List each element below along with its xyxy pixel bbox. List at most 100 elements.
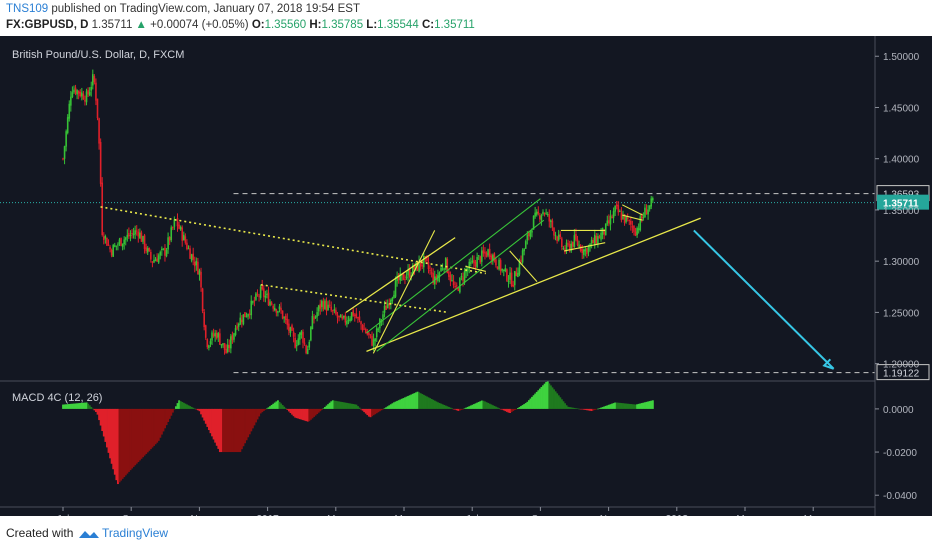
candle-body [88, 91, 91, 96]
publish-line: TNS109 published on TradingView.com, Jan… [6, 3, 360, 15]
macd-bar [581, 408, 584, 410]
macd-bar [295, 408, 298, 419]
candle-body [247, 313, 249, 317]
macd-bar [441, 404, 444, 409]
macd-bar [647, 401, 650, 409]
macd-bar [548, 383, 551, 409]
macd-bar [487, 402, 490, 409]
macd-bar [90, 407, 93, 409]
candle-body [418, 261, 420, 272]
macd-bar [495, 406, 497, 409]
candle-body [479, 256, 482, 263]
macd-bar [149, 408, 152, 450]
candle-body [117, 244, 119, 246]
macd-bar [501, 408, 504, 410]
macd-bar [223, 408, 226, 453]
macd-bar [382, 408, 384, 410]
macd-bar [344, 402, 347, 409]
candle-body [561, 238, 563, 248]
candle-body [62, 158, 64, 160]
macd-bar [63, 404, 66, 409]
pattern-segment [509, 250, 538, 283]
tradingview-link[interactable]: TradingView [102, 526, 169, 540]
macd-bar [96, 408, 99, 415]
macd-bar [193, 408, 196, 410]
macd-bar [618, 402, 621, 409]
macd-bar [104, 408, 107, 442]
macd-bar [276, 400, 279, 409]
macd-bar [468, 406, 471, 409]
macd-bar [280, 403, 283, 409]
candle-body [87, 90, 89, 95]
macd-bar [102, 408, 105, 437]
candle-body [473, 260, 475, 264]
macd-bar [164, 408, 166, 429]
candle-body [454, 286, 456, 288]
macd-bar [73, 403, 75, 409]
macd-bar [454, 408, 457, 410]
candle-body [355, 313, 358, 318]
macd-bar [603, 406, 606, 409]
candle-body [513, 270, 516, 286]
macd-bar [281, 405, 284, 409]
macd-bar [346, 402, 348, 409]
candle-body [245, 316, 248, 318]
macd-bar [303, 408, 306, 421]
candle-body [68, 103, 71, 119]
candle-body [598, 236, 601, 239]
macd-bar [421, 394, 424, 409]
macd-bar [430, 399, 433, 409]
macd-bar [291, 408, 294, 415]
candle-body [181, 227, 184, 241]
macd-bar [228, 408, 231, 453]
author-link[interactable]: TNS109 [6, 3, 49, 15]
candle-body [451, 279, 453, 281]
macd-bar [126, 408, 129, 474]
candle-body [244, 312, 246, 318]
candle-body [109, 246, 111, 250]
macd-bar [262, 408, 265, 411]
macd-bar [182, 402, 185, 409]
macd-bar [636, 404, 639, 409]
macd-bar [637, 403, 640, 409]
macd-bar [342, 402, 345, 409]
macd-bar [234, 408, 237, 453]
macd-bar [542, 385, 544, 409]
macd-bar [410, 394, 413, 409]
candle-body [524, 241, 527, 249]
macd-bar [356, 406, 359, 409]
macd-bar [512, 408, 515, 412]
candle-body [286, 318, 289, 326]
candle-body [82, 93, 85, 100]
candle-body [501, 269, 504, 271]
time-tick-label: Mar [327, 514, 345, 516]
candle-body [430, 272, 433, 274]
macd-bar [175, 406, 177, 409]
candle-body [368, 332, 370, 335]
macd-bar [419, 393, 422, 409]
price-tick-label: 1.50000 [883, 52, 920, 63]
candle-body [139, 232, 141, 238]
macd-bar [85, 402, 88, 409]
candle-body [267, 292, 270, 306]
candle-body [404, 279, 406, 281]
candle-body [609, 215, 612, 225]
macd-bar [181, 401, 184, 409]
candle-body [215, 332, 218, 339]
candle-body [101, 182, 104, 236]
candle-body [625, 216, 627, 222]
candle-body [528, 233, 530, 237]
macd-bar [143, 408, 146, 456]
candle-body [85, 91, 88, 103]
macd-bar [452, 408, 455, 410]
macd-bar [407, 395, 410, 409]
candle-body [310, 327, 312, 341]
macd-bar [474, 403, 477, 409]
macd-bar [76, 403, 79, 409]
macd-bar [327, 404, 330, 409]
candle-body [284, 315, 287, 320]
macd-bar [118, 408, 121, 483]
macd-bar [458, 408, 461, 411]
